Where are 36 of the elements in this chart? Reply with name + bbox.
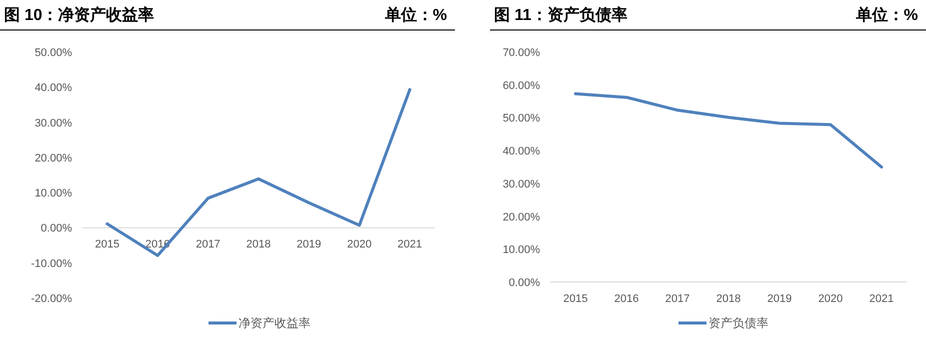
legend-label: 资产负债率 xyxy=(708,316,768,330)
y-tick-label: 40.00% xyxy=(34,82,72,94)
x-tick-label: 2017 xyxy=(196,238,220,251)
y-tick-label: 50.00% xyxy=(34,47,72,59)
x-tick-label: 2015 xyxy=(94,238,120,251)
y-tick-label: 30.00% xyxy=(34,117,72,130)
text: 单位：% xyxy=(384,6,447,24)
y-tick-label: 0.00% xyxy=(40,222,72,235)
y-tick-label: 70.00% xyxy=(502,47,540,59)
y-tick-label: -10.00% xyxy=(31,258,72,270)
y-tick-label: 40.00% xyxy=(502,146,540,158)
y-tick-label: 50.00% xyxy=(502,112,540,125)
x-tick-label: 2021 xyxy=(398,238,422,251)
x-tick-label: 2017 xyxy=(665,293,690,305)
y-tick-label: 10.00% xyxy=(34,188,72,200)
y-tick-label: 10.00% xyxy=(502,244,540,256)
chart-title: 图 11：资产负债率 xyxy=(494,5,628,24)
y-tick-label: 30.00% xyxy=(502,178,540,190)
x-tick-label: 2019 xyxy=(767,293,792,305)
text: 单位：% xyxy=(854,6,918,24)
x-tick-label: 2020 xyxy=(347,238,372,251)
x-tick-label: 2021 xyxy=(869,293,894,305)
x-tick-label: 2016 xyxy=(614,293,639,305)
y-tick-label: -20.00% xyxy=(31,293,72,305)
legend-label: 净资产收益率 xyxy=(238,316,310,330)
y-tick-label: 20.00% xyxy=(502,211,540,224)
x-tick-label: 2018 xyxy=(716,293,741,305)
x-tick-label: 2018 xyxy=(246,238,271,251)
y-tick-label: 60.00% xyxy=(502,80,540,92)
y-tick-label: 20.00% xyxy=(34,152,72,164)
x-tick-label: 2015 xyxy=(563,293,588,305)
x-tick-label: 2020 xyxy=(818,293,843,305)
y-tick-label: 0.00% xyxy=(508,277,540,289)
x-tick-label: 2019 xyxy=(296,238,322,251)
line-series xyxy=(574,92,883,168)
chart-title: 图 10：净资产收益率 xyxy=(4,5,154,24)
